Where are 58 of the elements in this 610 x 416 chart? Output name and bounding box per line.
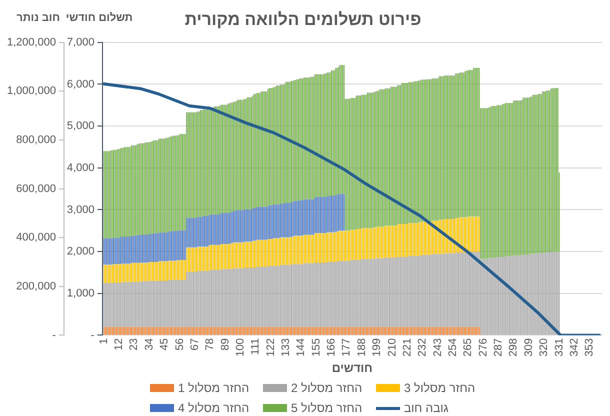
x-tick-label: 254	[447, 338, 459, 357]
x-tick-label: 89	[219, 338, 232, 350]
legend-label: החזר מסלול 2	[291, 381, 362, 395]
x-tick-label: 177	[340, 338, 353, 357]
y-tick-label: 3,000	[66, 204, 94, 216]
y2-tick-label: 600,000	[16, 182, 56, 195]
x-tick-label: 298	[508, 338, 520, 357]
y-tick-label: 5,000	[66, 120, 94, 132]
x-tick-label: 1	[98, 338, 110, 344]
x-tick-label: 78	[204, 338, 216, 350]
y-tick-label: 7,000	[66, 36, 94, 48]
y-tick-label: 1,000	[66, 287, 94, 300]
x-tick-label: 265	[462, 338, 474, 357]
x-tick-label: 122	[264, 338, 277, 357]
x-tick-label: 221	[401, 338, 414, 357]
x-tick-label: 188	[356, 338, 368, 357]
x-tick-label: 309	[522, 338, 535, 357]
y-axis-title: תשלום חודשי	[66, 12, 133, 24]
y2-tick-label: 800,000	[16, 134, 56, 146]
x-tick-label: 331	[553, 338, 566, 357]
x-tick-label: 133	[280, 338, 292, 357]
chart-title: פירוט תשלומים הלוואה מקורית	[184, 10, 422, 29]
x-tick-label: 34	[143, 338, 156, 350]
y-tick-label: 6,000	[66, 78, 94, 90]
x-tick-label: 232	[416, 338, 429, 357]
x-tick-label: 320	[538, 338, 550, 357]
x-tick-label: 243	[432, 338, 444, 357]
y2-tick-label: 1,200,000	[7, 36, 56, 48]
legend-label: גובה חוב	[404, 401, 449, 415]
x-tick-label: 342	[568, 338, 580, 357]
y2-axis-title: חוב נותר	[16, 12, 60, 24]
x-tick-label: 353	[584, 338, 596, 357]
x-tick-label: 199	[371, 338, 384, 357]
y2-tick-label: 200,000	[16, 280, 56, 292]
x-tick-label: 287	[492, 338, 505, 357]
x-tick-label: 276	[477, 338, 490, 357]
x-tick-label: 45	[158, 338, 171, 350]
legend-label: החזר מסלול 5	[291, 401, 362, 415]
y-tick-label: 4,000	[66, 162, 94, 174]
y2-tick-label: 400,000	[16, 232, 56, 244]
x-tick-label: 111	[250, 338, 262, 355]
y-tick-label: -	[90, 329, 95, 342]
legend-label: החזר מסלול 1	[178, 381, 250, 395]
x-tick-label: 144	[295, 338, 308, 357]
y2-tick-label: -	[52, 329, 56, 342]
x-axis-title: חודשים	[332, 361, 373, 376]
x-tick-label: 56	[174, 338, 186, 350]
y2-tick-label: 1,000,000	[7, 85, 56, 98]
x-tick-label: 23	[128, 338, 140, 350]
x-tick-label: 166	[326, 338, 338, 357]
x-tick-label: 155	[310, 338, 322, 357]
x-tick-label: 210	[386, 338, 398, 357]
x-tick-label: 12	[113, 338, 126, 350]
legend-label: החזר מסלול 3	[404, 381, 476, 395]
y-tick-label: 2,000	[66, 246, 94, 258]
x-tick-label: 67	[188, 338, 201, 350]
x-tick-label: 100	[234, 338, 246, 357]
legend-label: החזר מסלול 4	[178, 401, 250, 415]
